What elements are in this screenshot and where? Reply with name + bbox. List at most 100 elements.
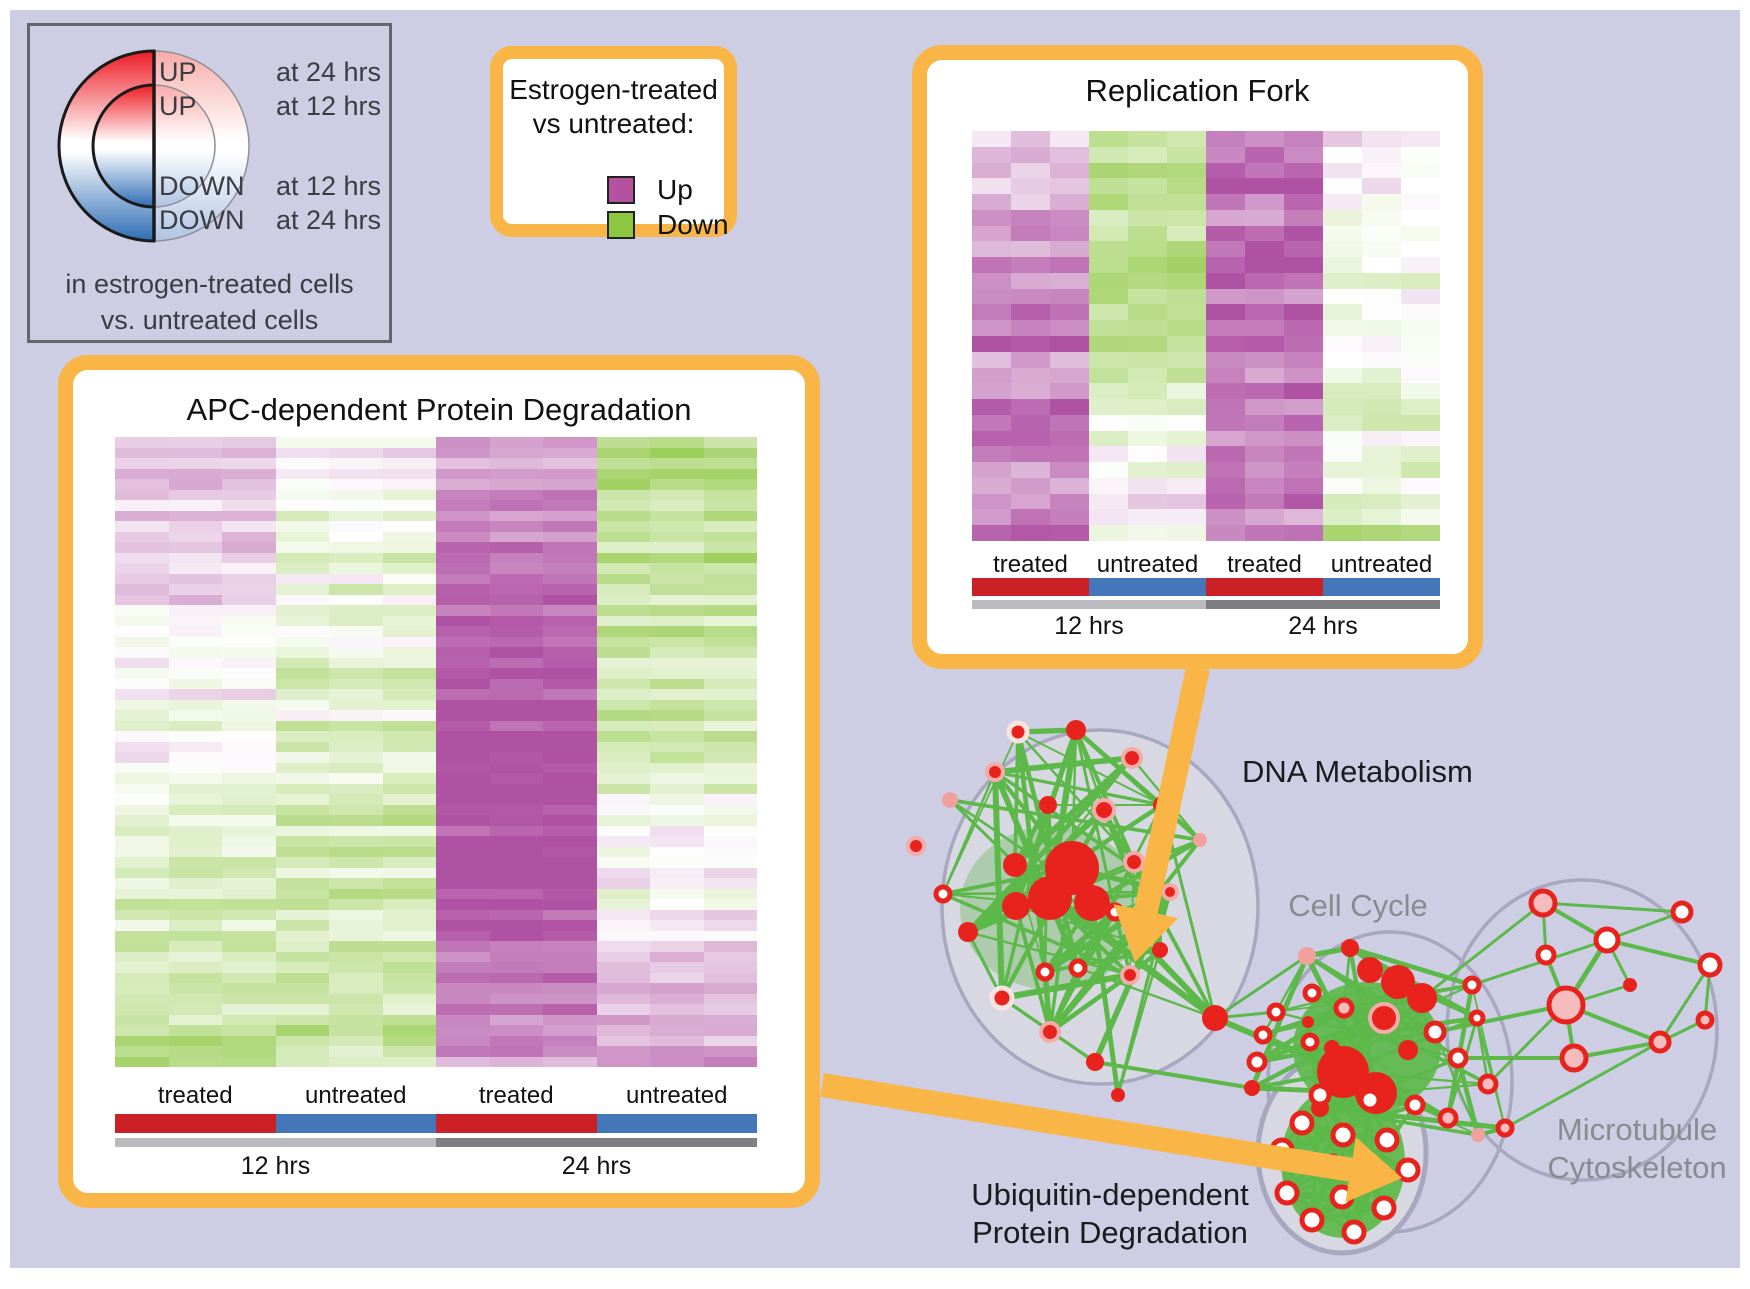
heatmap-cell [703, 741, 757, 752]
heatmap-cell [329, 846, 383, 857]
heatmap-cell [168, 1046, 222, 1057]
gene-node-pinkrim [1368, 1002, 1400, 1034]
heatmap-cell [1245, 336, 1284, 352]
cluster-label: Protein Degradation [972, 1215, 1248, 1250]
gene-node-red [1407, 983, 1437, 1013]
gene-node-red [1074, 885, 1110, 921]
heatmap-cell [489, 668, 543, 679]
heatmap-cell [1128, 336, 1167, 352]
gene-node-red [1623, 978, 1637, 992]
heatmap-cell [436, 846, 490, 857]
heatmap-cell [489, 1035, 543, 1046]
heatmap-cell [168, 1056, 222, 1067]
heatmap-cell [329, 962, 383, 973]
heatmap-cell [1362, 131, 1401, 147]
heatmap-cell [1206, 178, 1245, 195]
heatmap-cell [382, 951, 436, 962]
heatmap-cell [1362, 225, 1401, 242]
gene-node-ringwhite [1308, 1083, 1332, 1107]
heatmap-cell [168, 542, 222, 553]
heatmap-cell [650, 1004, 704, 1015]
heatmap-cell [222, 573, 276, 584]
heatmap-cell [650, 815, 704, 826]
heatmap-cell [1128, 272, 1167, 289]
heatmap-cell [436, 983, 490, 994]
apc-panel-title: APC-dependent Protein Degradation [186, 392, 692, 427]
heatmap-cell [596, 783, 650, 794]
heatmap-cell [115, 899, 169, 910]
heatmap-cell [222, 888, 276, 899]
heatmap-cell [650, 468, 704, 479]
heatmap-cell [115, 605, 169, 616]
heatmap-cell [329, 531, 383, 542]
gene-node-ringwhite [1274, 1180, 1300, 1206]
heatmap-cell [543, 594, 597, 605]
heatmap-cell [543, 468, 597, 479]
heatmap-cell [168, 972, 222, 983]
heatmap-cell [650, 930, 704, 941]
heatmap-cell [329, 710, 383, 721]
heatmap-cell [222, 783, 276, 794]
heatmap-cell [115, 951, 169, 962]
heatmap-cell [1245, 430, 1284, 447]
heatmap-cell [703, 699, 757, 710]
heatmap-cell [382, 1046, 436, 1057]
heatmap-cell [1323, 477, 1362, 494]
heatmap-cell [222, 489, 276, 500]
heatmap-cell [382, 531, 436, 542]
heatmap-cell [489, 720, 543, 731]
gene-node-ringpink [1695, 1010, 1715, 1030]
heatmap-cell [222, 542, 276, 553]
heatmap-cell [436, 615, 490, 626]
heatmap-cell [1050, 288, 1089, 305]
heatmap-cell [1050, 399, 1089, 415]
heatmap-cell [436, 867, 490, 878]
heatmap-cell [436, 437, 490, 448]
network-edge [1542, 901, 1683, 914]
heatmap-cell [329, 1025, 383, 1036]
heatmap-cell [596, 762, 650, 773]
heatmap-cell [489, 741, 543, 752]
heatmap-cell [1245, 162, 1284, 179]
heatmap-cell [1245, 178, 1284, 195]
heatmap-cell [1167, 320, 1206, 336]
heatmap-cell [1089, 272, 1128, 289]
heatmap-cell [489, 500, 543, 511]
heatmap-cell [115, 720, 169, 731]
group-label: treated [993, 551, 1068, 578]
heatmap-cell [703, 584, 757, 595]
heatmap-cell [972, 272, 1011, 289]
heatmap-cell [115, 741, 169, 752]
heatmap-cell [1089, 288, 1128, 305]
heatmap-cell [1089, 477, 1128, 494]
ring-legend-box: UP at 24 hrs UP at 12 hrs DOWN at 12 hrs… [27, 23, 392, 343]
heatmap-cell [382, 594, 436, 605]
heatmap-cell [1167, 446, 1206, 463]
heatmap-cell [596, 731, 650, 742]
heatmap-cell [1011, 462, 1050, 478]
annotation-arrow-head [1113, 904, 1179, 962]
gene-node-ringwhite [1395, 1157, 1421, 1183]
gene-node-ringpink [1546, 985, 1586, 1025]
heatmap-cell [436, 458, 490, 469]
heatmap-cell [972, 430, 1011, 447]
heatmap-cell [489, 1004, 543, 1015]
heatmap-cell [650, 584, 704, 595]
heatmap-cell [1089, 525, 1128, 541]
heatmap-cell [650, 447, 704, 458]
heatmap-cell [382, 888, 436, 899]
heatmap-cell [596, 605, 650, 616]
heatmap-cell [1089, 225, 1128, 242]
heatmap-cell [436, 584, 490, 595]
heatmap-cell [1167, 194, 1206, 210]
heatmap-cell [222, 468, 276, 479]
gene-node-red [1357, 957, 1383, 983]
heatmap-cell [543, 993, 597, 1004]
heatmap-cell [382, 437, 436, 448]
heatmap-cell [436, 825, 490, 836]
up-color-swatch [607, 176, 635, 204]
untreated-bar [1323, 578, 1440, 596]
heatmap-cell [1245, 131, 1284, 147]
heatmap-cell [1362, 383, 1401, 400]
heatmap-cell [543, 951, 597, 962]
